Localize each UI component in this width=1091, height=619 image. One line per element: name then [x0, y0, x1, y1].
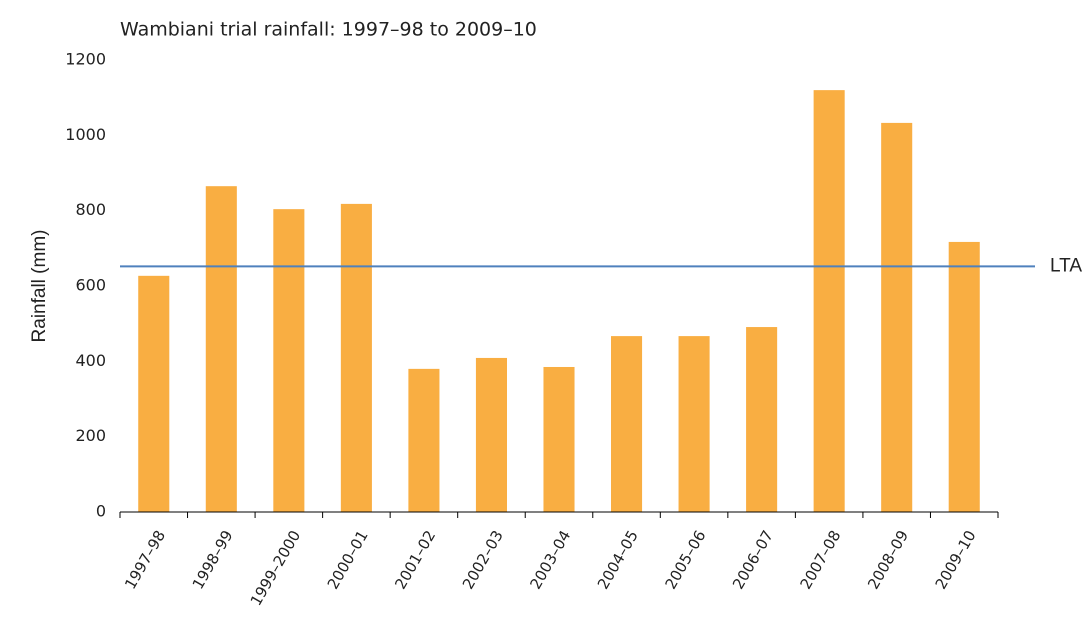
- bar: [543, 366, 575, 512]
- chart-title: Wambiani trial rainfall: 1997–98 to 2009…: [120, 19, 537, 41]
- y-axis-label: Rainfall (mm): [29, 230, 50, 343]
- y-tick-label: 400: [75, 351, 106, 370]
- bar: [340, 203, 372, 513]
- x-tick-label: 2003–04: [526, 527, 574, 592]
- x-tick-label: 1997–98: [121, 527, 169, 592]
- y-tick-label: 200: [75, 426, 106, 445]
- bar: [611, 336, 643, 512]
- y-tick-label: 600: [75, 276, 106, 295]
- y-tick-label: 1200: [65, 50, 106, 69]
- x-tick-label: 2006–07: [729, 527, 777, 592]
- bar: [273, 209, 305, 512]
- x-tick-label: 2002–03: [459, 527, 507, 592]
- x-tick-label: 2001–02: [391, 527, 439, 592]
- bar: [475, 357, 507, 512]
- x-tick-label: 2008–09: [864, 527, 912, 592]
- bar: [881, 122, 913, 513]
- bar: [948, 241, 980, 512]
- y-tick-label: 800: [75, 200, 106, 219]
- bar: [205, 186, 237, 512]
- bar: [813, 90, 845, 512]
- reference-label: LTA: [1050, 255, 1082, 276]
- y-tick-label: 0: [96, 502, 106, 521]
- bar: [408, 368, 440, 512]
- bar: [138, 275, 170, 512]
- x-tick-label: 2000–01: [324, 527, 372, 592]
- bar: [746, 327, 778, 512]
- x-tick-label: 2009–10: [932, 527, 980, 592]
- y-tick-label: 1000: [65, 125, 106, 144]
- x-tick-label: 2007–08: [797, 527, 845, 592]
- x-tick-label: 2004–05: [594, 527, 642, 592]
- x-tick-label: 1999–2000: [247, 527, 305, 609]
- x-tick-label: 1998–99: [189, 527, 237, 592]
- x-tick-label: 2005–06: [661, 527, 709, 592]
- bar: [678, 336, 710, 512]
